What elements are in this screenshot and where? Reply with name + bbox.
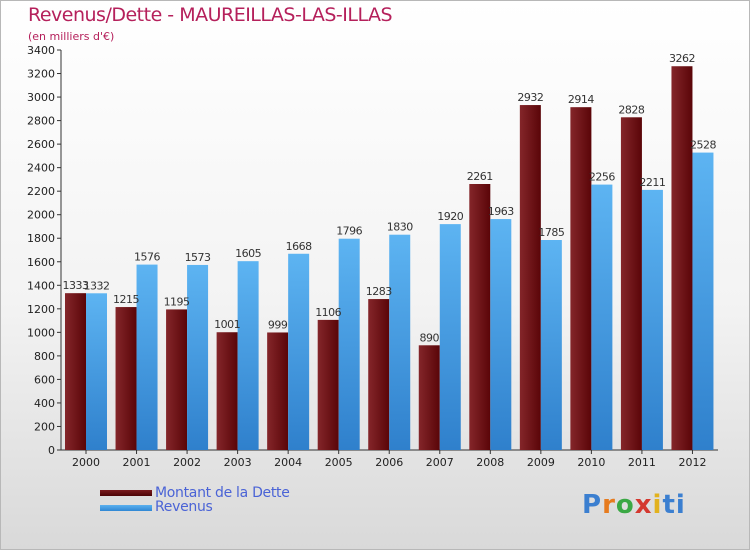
x-tick-label: 2001 — [123, 456, 151, 469]
proxiti-logo: Proxiti — [582, 490, 686, 520]
y-tick-label: 3400 — [27, 44, 55, 57]
revenue-bar — [490, 219, 512, 450]
revenue-bar — [288, 253, 310, 450]
revenue-bar — [641, 189, 663, 450]
x-tick-label: 2011 — [628, 456, 656, 469]
x-tick-label: 2012 — [678, 456, 706, 469]
debt-data-label: 2828 — [618, 103, 644, 116]
x-tick-label: 2010 — [577, 456, 605, 469]
y-tick-label: 200 — [34, 420, 55, 433]
revenue-bar — [591, 184, 613, 450]
x-tick-label: 2007 — [426, 456, 454, 469]
debt-data-label: 1195 — [164, 295, 190, 308]
debt-data-label: 1215 — [113, 293, 139, 306]
debt-data-label: 2932 — [517, 91, 543, 104]
debt-bar — [368, 299, 390, 450]
y-tick-label: 2400 — [27, 162, 55, 175]
y-tick-label: 800 — [34, 350, 55, 363]
revenue-data-label: 1830 — [387, 221, 413, 234]
debt-bar — [620, 117, 642, 450]
revenue-bar — [136, 264, 158, 450]
y-tick-label: 1400 — [27, 279, 55, 292]
debt-bar — [115, 307, 137, 450]
revenue-bar — [338, 238, 360, 450]
revenue-data-label: 1332 — [84, 279, 110, 292]
debt-data-label: 999 — [268, 318, 288, 331]
debt-data-label: 1333 — [63, 279, 89, 292]
legend-label-revenus: Revenus — [155, 499, 213, 515]
revenue-data-label: 1963 — [488, 205, 514, 218]
y-tick-label: 2600 — [27, 138, 55, 151]
revenue-data-label: 2528 — [690, 139, 716, 152]
debt-data-label: 2261 — [467, 170, 493, 183]
y-tick-label: 2800 — [27, 115, 55, 128]
debt-bar — [671, 66, 693, 450]
debt-bar — [317, 319, 339, 450]
x-tick-label: 2009 — [527, 456, 555, 469]
debt-bar — [166, 309, 188, 450]
debt-data-label: 2914 — [568, 93, 594, 106]
debt-bar — [65, 293, 86, 450]
x-tick-label: 2006 — [375, 456, 403, 469]
chart-title: Revenus/Dette - MAUREILLAS-LAS-ILLAS — [28, 4, 393, 26]
revenue-bar — [187, 264, 209, 450]
revenue-bar — [86, 293, 107, 450]
y-tick-label: 1200 — [27, 303, 55, 316]
revenue-data-label: 1796 — [336, 225, 362, 238]
x-tick-label: 2002 — [173, 456, 201, 469]
revenue-bar — [237, 261, 259, 450]
revenue-data-label: 2211 — [639, 176, 665, 189]
legend-label-dette: Montant de la Dette — [155, 485, 290, 501]
y-tick-label: 600 — [34, 373, 55, 386]
debt-bar — [216, 332, 238, 450]
revenue-data-label: 1785 — [538, 226, 564, 239]
x-tick-label: 2008 — [476, 456, 504, 469]
y-tick-label: 1000 — [27, 326, 55, 339]
revenue-bar — [540, 240, 562, 450]
y-tick-label: 3200 — [27, 68, 55, 81]
y-tick-label: 0 — [48, 444, 55, 457]
y-tick-label: 1600 — [27, 256, 55, 269]
debt-bar — [418, 345, 440, 450]
debt-data-label: 3262 — [669, 52, 695, 65]
revenue-data-label: 1573 — [185, 251, 211, 264]
y-tick-label: 1800 — [27, 232, 55, 245]
y-tick-label: 3000 — [27, 91, 55, 104]
debt-bar — [570, 107, 592, 451]
debt-data-label: 1001 — [214, 318, 240, 331]
revenue-bar — [439, 224, 461, 450]
x-tick-label: 2005 — [325, 456, 353, 469]
x-tick-label: 2003 — [224, 456, 252, 469]
legend-swatch-revenus — [100, 505, 152, 511]
revenue-data-label: 1576 — [134, 251, 160, 264]
x-tick-label: 2000 — [72, 456, 100, 469]
debt-bar — [267, 332, 289, 450]
debt-data-label: 1106 — [315, 306, 341, 319]
debt-bar — [519, 105, 541, 450]
debt-bar — [469, 184, 491, 450]
revenue-data-label: 2256 — [589, 171, 615, 184]
y-tick-label: 400 — [34, 397, 55, 410]
debt-data-label: 890 — [420, 331, 440, 344]
revenue-data-label: 1920 — [437, 210, 463, 223]
legend-swatch-dette — [100, 490, 152, 496]
revenue-bar — [389, 234, 411, 450]
y-tick-label: 2000 — [27, 209, 55, 222]
chart-subtitle: (en milliers d'€) — [28, 30, 115, 43]
revenue-bar — [692, 152, 714, 450]
debt-data-label: 1283 — [366, 285, 392, 298]
x-tick-label: 2004 — [274, 456, 302, 469]
y-tick-label: 2200 — [27, 185, 55, 198]
revenue-data-label: 1605 — [235, 247, 261, 260]
revenue-data-label: 1668 — [286, 240, 312, 253]
